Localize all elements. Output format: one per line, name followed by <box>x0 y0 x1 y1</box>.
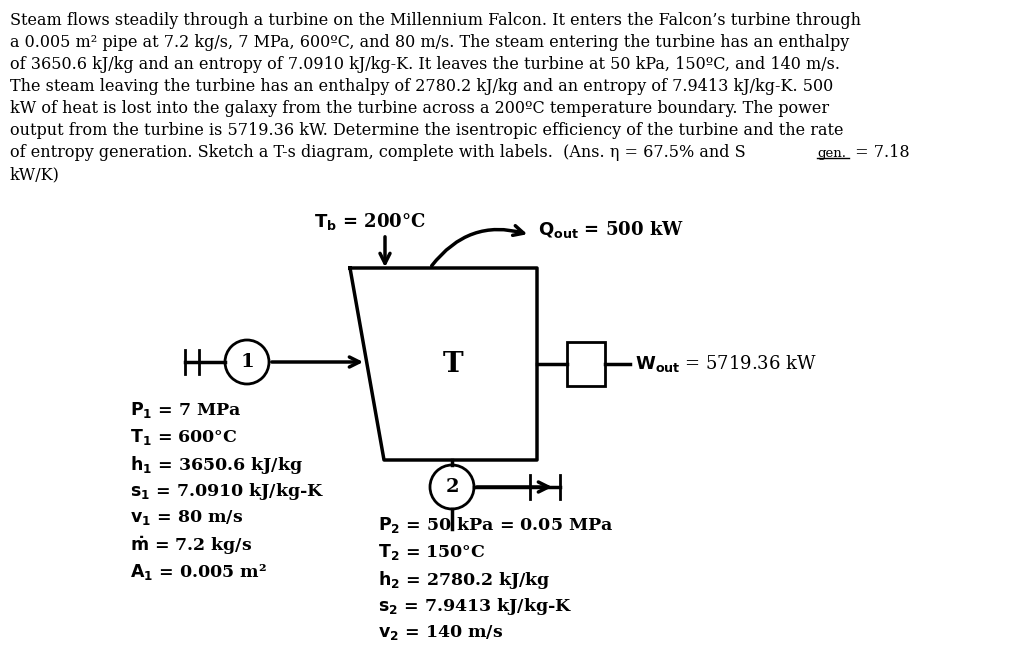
Text: $\mathbf{s_2}$ = 7.9413 kJ/kg-K: $\mathbf{s_2}$ = 7.9413 kJ/kg-K <box>378 596 572 617</box>
Text: $\mathbf{Q_{out}}$ = 500 kW: $\mathbf{Q_{out}}$ = 500 kW <box>538 219 684 240</box>
Text: Steam flows steadily through a turbine on the Millennium Falcon. It enters the F: Steam flows steadily through a turbine o… <box>10 12 861 29</box>
Text: $\mathbf{T_b}$ = 200°C: $\mathbf{T_b}$ = 200°C <box>314 211 426 232</box>
Text: a 0.005 m² pipe at 7.2 kg/s, 7 MPa, 600ºC, and 80 m/s. The steam entering the tu: a 0.005 m² pipe at 7.2 kg/s, 7 MPa, 600º… <box>10 34 849 51</box>
Text: 2: 2 <box>445 478 459 496</box>
Text: $\mathbf{T_1}$ = 600°C: $\mathbf{T_1}$ = 600°C <box>130 427 238 447</box>
Text: $\mathbf{h_2}$ = 2780.2 kJ/kg: $\mathbf{h_2}$ = 2780.2 kJ/kg <box>378 569 551 591</box>
Text: $\mathbf{T_2}$ = 150°C: $\mathbf{T_2}$ = 150°C <box>378 542 485 562</box>
Text: $\mathbf{h_1}$ = 3650.6 kJ/kg: $\mathbf{h_1}$ = 3650.6 kJ/kg <box>130 454 303 476</box>
Text: T: T <box>443 351 464 377</box>
Text: $\mathbf{v_1}$ = 80 m/s: $\mathbf{v_1}$ = 80 m/s <box>130 508 243 527</box>
Bar <box>567 342 605 386</box>
Text: $\mathbf{s_1}$ = 7.0910 kJ/kg-K: $\mathbf{s_1}$ = 7.0910 kJ/kg-K <box>130 481 325 502</box>
Text: $\mathbf{v_2}$ = 140 m/s: $\mathbf{v_2}$ = 140 m/s <box>378 623 503 642</box>
Text: 1: 1 <box>240 353 254 371</box>
Text: gen.: gen. <box>817 147 846 160</box>
Text: output from the turbine is 5719.36 kW. Determine the isentropic efficiency of th: output from the turbine is 5719.36 kW. D… <box>10 122 844 139</box>
Text: $\mathbf{\dot{m}}$ = 7.2 kg/s: $\mathbf{\dot{m}}$ = 7.2 kg/s <box>130 535 252 557</box>
Text: $\mathbf{W_{out}}$ = 5719.36 kW: $\mathbf{W_{out}}$ = 5719.36 kW <box>635 353 817 375</box>
Text: = 7.18: = 7.18 <box>850 144 909 161</box>
Text: of 3650.6 kJ/kg and an entropy of 7.0910 kJ/kg-K. It leaves the turbine at 50 kP: of 3650.6 kJ/kg and an entropy of 7.0910… <box>10 56 840 73</box>
Text: $\mathbf{P_1}$ = 7 MPa: $\mathbf{P_1}$ = 7 MPa <box>130 400 242 420</box>
Text: of entropy generation. Sketch a T-s diagram, complete with labels.  (Ans. η = 67: of entropy generation. Sketch a T-s diag… <box>10 144 745 161</box>
Polygon shape <box>350 268 537 460</box>
Text: $\mathbf{A_1}$ = 0.005 m²: $\mathbf{A_1}$ = 0.005 m² <box>130 562 266 582</box>
Text: kW/K): kW/K) <box>10 166 59 183</box>
Text: The steam leaving the turbine has an enthalpy of 2780.2 kJ/kg and an entropy of : The steam leaving the turbine has an ent… <box>10 78 834 95</box>
Text: kW of heat is lost into the galaxy from the turbine across a 200ºC temperature b: kW of heat is lost into the galaxy from … <box>10 100 829 117</box>
Text: $\mathbf{P_2}$ = 50 kPa = 0.05 MPa: $\mathbf{P_2}$ = 50 kPa = 0.05 MPa <box>378 515 613 535</box>
